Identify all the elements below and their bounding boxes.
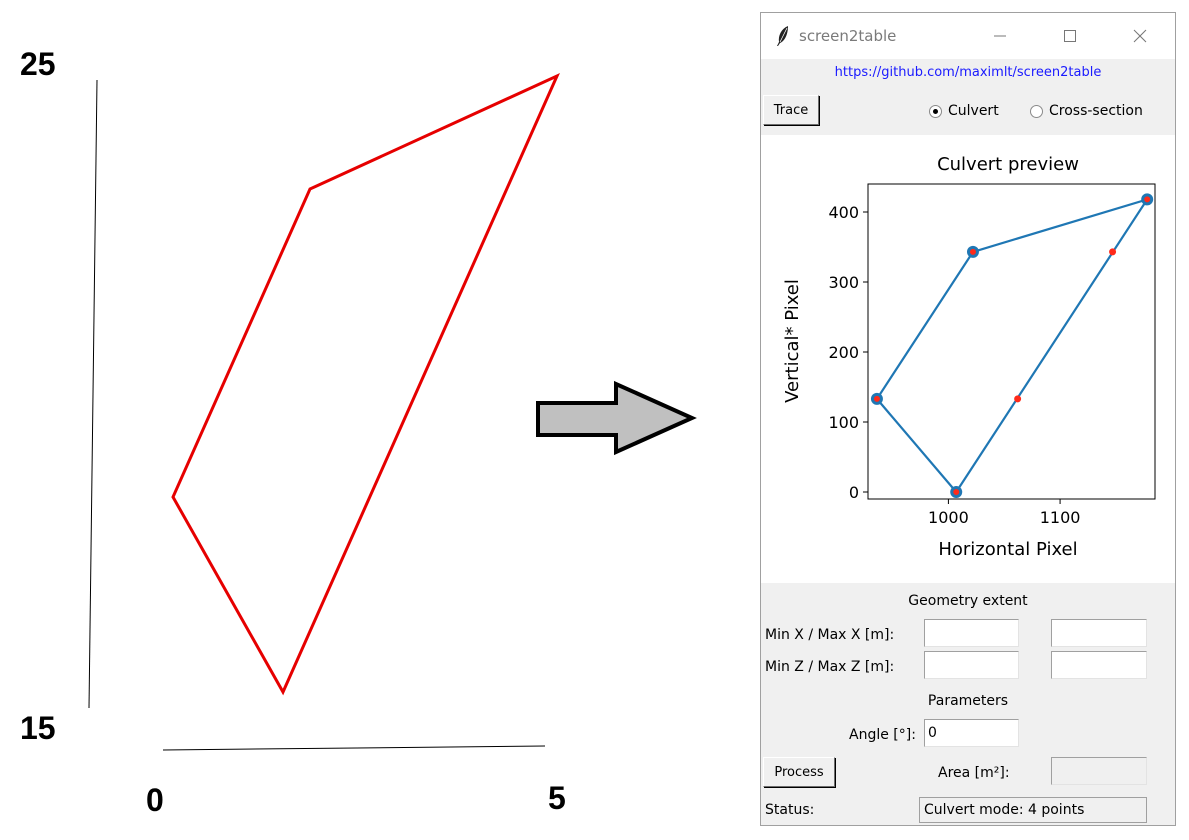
min-z-input[interactable] (924, 651, 1019, 679)
y-tick-label: 100 (828, 413, 859, 432)
x-tick-label: 1000 (928, 508, 969, 527)
y-bottom-label: 15 (20, 710, 56, 746)
radio-unchecked-icon (1030, 104, 1043, 118)
vertex-point (873, 395, 880, 402)
minmax-x-label: Min X / Max X [m]: (765, 627, 895, 643)
maximize-button[interactable] (1047, 13, 1093, 59)
chart-title: Culvert preview (937, 154, 1079, 175)
vertex-point (1144, 196, 1151, 203)
vertex-point (969, 248, 976, 255)
window-title: screen2table (799, 27, 897, 45)
interpolated-point (1014, 395, 1022, 403)
x-tick-label: 1100 (1040, 508, 1081, 527)
close-icon (1133, 29, 1147, 43)
status-label: Status: (765, 802, 815, 818)
radio-cross-section[interactable]: Cross-section (1030, 103, 1143, 119)
min-x-input[interactable] (924, 619, 1019, 647)
drawing-canvas (88, 72, 560, 751)
interpolated-point (1109, 248, 1117, 256)
x-axis-line (162, 745, 546, 751)
maximize-icon (1064, 30, 1076, 42)
y-tick-label: 400 (828, 203, 859, 222)
minimize-icon (994, 35, 1006, 37)
radio-culvert[interactable]: Culvert (929, 103, 999, 119)
minimize-button[interactable] (977, 13, 1023, 59)
feather-icon (777, 26, 788, 46)
angle-input[interactable] (924, 719, 1019, 747)
y-axis-label: Vertical* Pixel (782, 279, 803, 403)
trace-button[interactable]: Trace (763, 95, 819, 125)
radio-checked-icon (929, 104, 942, 118)
angle-label: Angle [°]: (849, 727, 916, 743)
y-top-label: 25 (20, 46, 56, 82)
max-z-input[interactable] (1051, 651, 1147, 679)
status-bar: Status: Culvert mode: 4 points (761, 795, 1175, 825)
culvert-polygon (171, 72, 560, 696)
geometry-extent-heading: Geometry extent (908, 593, 1028, 609)
parameters-heading: Parameters (927, 693, 1009, 709)
y-tick-label: 200 (828, 343, 859, 362)
y-tick-label: 0 (849, 483, 859, 502)
github-link[interactable]: https://github.com/maximlt/screen2table (834, 65, 1102, 80)
vertex-point (953, 489, 960, 495)
area-output (1051, 757, 1147, 785)
title-bar[interactable]: screen2table (761, 13, 1175, 59)
x-left-label: 0 (146, 782, 164, 818)
app-window: screen2table https://github.com/maximlt/… (760, 12, 1176, 826)
radio-culvert-label: Culvert (948, 103, 999, 119)
process-button[interactable]: Process (763, 757, 835, 787)
y-axis-line (88, 79, 98, 709)
area-label: Area [m²]: (938, 765, 1010, 781)
preview-chart: Culvert preview 1000 1100 0 100 200 300 400 H… (782, 154, 1156, 560)
close-button[interactable] (1117, 13, 1163, 59)
y-tick-label: 300 (828, 273, 859, 292)
series-line (875, 197, 1150, 493)
x-axis-label: Horizontal Pixel (938, 539, 1077, 560)
radio-cross-section-label: Cross-section (1049, 103, 1143, 119)
plot-frame (867, 183, 1156, 500)
max-x-input[interactable] (1051, 619, 1147, 647)
status-value: Culvert mode: 4 points (919, 797, 1147, 823)
right-arrow-icon (536, 380, 697, 456)
preview-plot-area: Culvert preview 1000 1100 0 100 200 300 400 H… (761, 135, 1175, 583)
minmax-z-label: Min Z / Max Z [m]: (765, 659, 895, 675)
x-right-label: 5 (548, 780, 566, 816)
